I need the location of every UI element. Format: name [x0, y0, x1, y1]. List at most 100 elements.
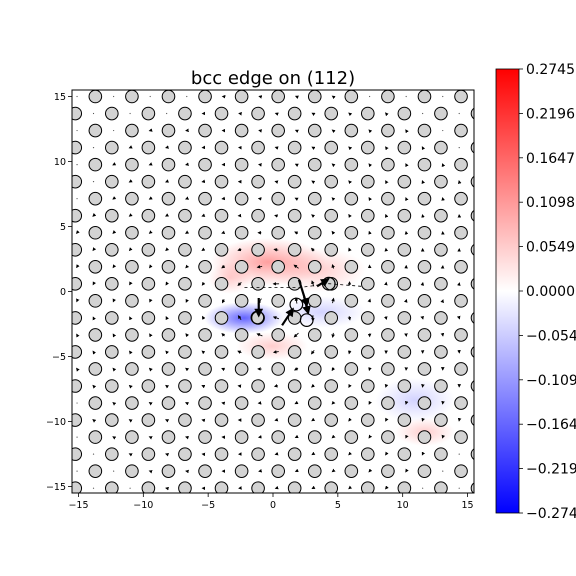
atom — [72, 345, 83, 359]
displacement-arrow — [185, 333, 190, 338]
atom — [397, 277, 412, 291]
atom — [125, 191, 139, 206]
atom — [544, 175, 557, 188]
atom — [214, 311, 229, 325]
displacement-dot — [76, 198, 78, 200]
atom — [161, 464, 176, 478]
displacement-dot — [532, 454, 533, 455]
atom — [528, 226, 541, 239]
atom — [344, 260, 359, 274]
displacement-dot — [369, 95, 371, 98]
displacement-arrow — [201, 213, 206, 217]
atom — [381, 328, 395, 342]
displacement-arrow — [128, 384, 133, 389]
displacement-arrow — [92, 419, 97, 423]
atom — [528, 90, 541, 103]
displacement-dot — [442, 505, 443, 506]
displacement-arrow — [148, 367, 153, 372]
atom — [360, 345, 375, 359]
atom — [161, 430, 176, 444]
atom — [324, 345, 339, 359]
displacement-arrow — [368, 367, 372, 372]
y-tick-label: 15 — [54, 92, 66, 103]
colorbar-tick-label: −0.2745 — [526, 506, 576, 522]
atom — [324, 140, 339, 155]
atom — [88, 396, 103, 410]
atom — [234, 123, 249, 138]
atom — [214, 140, 229, 155]
atom — [198, 123, 212, 138]
displacement-arrow — [129, 316, 133, 321]
atom — [251, 277, 265, 291]
atom — [434, 106, 448, 121]
atom — [178, 447, 192, 461]
atom — [344, 157, 359, 172]
atom — [434, 447, 448, 461]
atom — [528, 261, 541, 274]
displacement-arrow — [294, 468, 299, 473]
displacement-arrow — [222, 299, 226, 304]
atom — [417, 362, 432, 376]
atom — [344, 294, 359, 308]
atom — [141, 311, 156, 325]
displacement-arrow — [201, 385, 206, 389]
atom — [88, 90, 103, 104]
atom — [324, 106, 339, 121]
displacement-arrow — [311, 451, 316, 456]
atom — [470, 346, 474, 358]
atom — [287, 106, 302, 121]
displacement-arrow — [129, 281, 133, 286]
displacement-arrow — [237, 315, 242, 321]
atom — [434, 140, 448, 155]
displacement-arrow — [148, 230, 153, 234]
x-axis: −15 −10 −5 0 5 10 15 — [68, 493, 474, 511]
displacement-arrow — [405, 163, 409, 168]
displacement-arrow — [221, 367, 226, 372]
atom — [161, 90, 176, 104]
displacement-arrow — [294, 197, 299, 201]
displacement-dot — [405, 95, 407, 98]
atom — [198, 191, 212, 206]
atom — [397, 345, 412, 359]
displacement-dot — [459, 522, 460, 523]
displacement-arrow — [165, 213, 170, 217]
atom — [214, 379, 229, 393]
atom — [105, 481, 119, 493]
atom — [105, 311, 119, 325]
displacement-arrow — [76, 333, 80, 338]
atom — [105, 277, 119, 291]
atom — [471, 516, 484, 529]
atom — [125, 430, 139, 444]
atom — [307, 123, 322, 138]
atom — [141, 413, 156, 427]
displacement-dot — [129, 522, 130, 523]
atom — [234, 191, 249, 206]
atom — [88, 362, 103, 376]
atom — [288, 516, 301, 529]
atom — [88, 225, 103, 240]
displacement-arrow — [273, 384, 278, 388]
atom — [470, 312, 474, 324]
atom — [528, 397, 541, 410]
displacement-dot — [92, 181, 95, 183]
atom — [344, 430, 359, 444]
displacement-arrow — [367, 298, 371, 303]
displacement-dot — [552, 402, 553, 403]
atom — [88, 430, 103, 444]
displacement-arrow — [331, 367, 336, 372]
atom — [454, 157, 468, 172]
atom — [417, 396, 432, 410]
atom — [360, 379, 375, 393]
atom — [271, 225, 285, 240]
atom — [178, 106, 192, 121]
displacement-arrow — [348, 146, 353, 151]
displacement-dot — [458, 112, 460, 115]
atom — [397, 174, 412, 189]
x-tick-label: −15 — [68, 500, 88, 511]
atom — [397, 140, 412, 155]
displacement-dot — [479, 505, 480, 506]
atom — [198, 225, 212, 240]
displacement-dot — [92, 453, 95, 455]
y-tick-label: −10 — [46, 417, 66, 428]
displacement-arrow — [274, 417, 279, 422]
